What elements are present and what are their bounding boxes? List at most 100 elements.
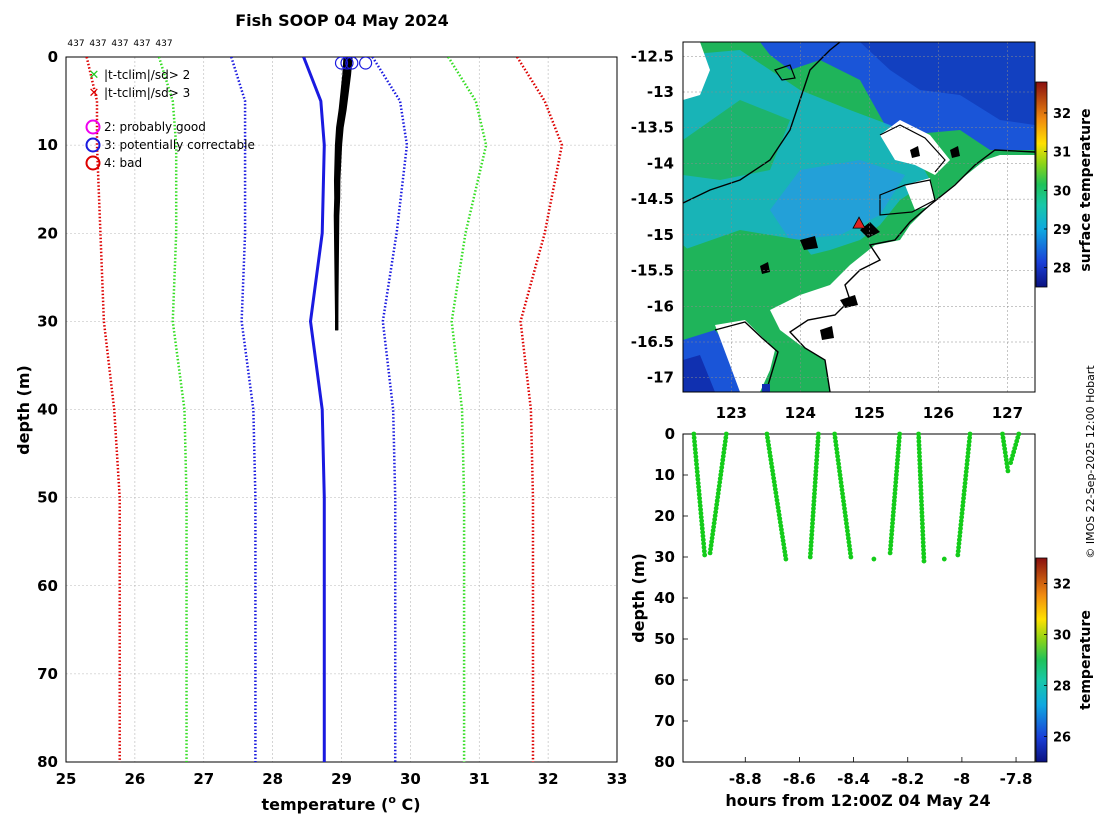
timeseries-point <box>815 442 821 448</box>
timeseries-grid <box>683 433 1017 763</box>
timeseries-point <box>814 457 820 463</box>
timeseries-point <box>709 539 714 545</box>
timeseries-point <box>967 435 973 441</box>
timeseries-point <box>776 512 782 518</box>
timeseries-point <box>813 468 819 474</box>
timeseries-point <box>955 548 961 554</box>
timeseries-point <box>807 554 813 560</box>
timeseries-point <box>889 524 895 530</box>
map-y-ticks: -12.5 -13 -13.5 -14 -14.5 -15 -15.5 -16 -16.5 -17 <box>631 47 674 386</box>
timeseries-point <box>920 532 926 538</box>
timeseries-point <box>964 461 970 467</box>
timeseries-point <box>694 461 699 467</box>
map-y-tick: -14 <box>647 154 674 172</box>
timeseries-point <box>771 479 777 485</box>
timeseries-point <box>894 465 900 470</box>
timeseries-x-tick: -8.2 <box>891 770 924 788</box>
map-y-tick: -16.5 <box>631 333 674 351</box>
map-axes-frame <box>682 41 1036 393</box>
timeseries-point <box>895 450 901 455</box>
timeseries-point <box>1004 464 1010 470</box>
timeseries-point <box>840 491 845 497</box>
timeseries-point <box>847 547 853 552</box>
timeseries-point <box>916 442 922 448</box>
timeseries-point <box>919 513 925 519</box>
timeseries-point <box>693 454 699 460</box>
timeseries-point <box>966 442 972 448</box>
timeseries-point <box>695 473 700 478</box>
profile-panel: 25 26 27 28 29 30 31 32 33 0 10 20 30 40 50 60 70 80 437… <box>14 39 627 814</box>
timeseries-y-tick: 80 <box>654 753 675 771</box>
timeseries-point <box>701 544 707 550</box>
timeseries-point <box>960 507 965 512</box>
timeseries-point <box>772 486 778 492</box>
timeseries-point <box>918 495 924 500</box>
timeseries-point <box>702 552 708 558</box>
timeseries-point <box>920 543 926 549</box>
timeseries-point <box>896 446 901 452</box>
timeseries-point <box>917 468 923 474</box>
legend-marker-3sd: |t-tclim|/sd> 3 <box>104 86 190 100</box>
timeseries-point <box>843 517 849 523</box>
timeseries-point <box>837 468 842 474</box>
timeseries-point <box>700 533 706 539</box>
timeseries-point <box>832 431 838 437</box>
timeseries-point <box>963 469 969 475</box>
map-y-tick: -15 <box>647 226 674 244</box>
timeseries-colorbar-tick-label: 26 <box>1053 731 1071 746</box>
timeseries-point <box>771 475 777 481</box>
timeseries-point <box>714 502 720 507</box>
timeseries-point <box>809 524 815 530</box>
timeseries-point <box>966 439 972 444</box>
timeseries-point <box>713 505 719 511</box>
timeseries-point <box>722 442 728 448</box>
timeseries-point <box>957 529 963 535</box>
timeseries-point <box>777 519 783 525</box>
timeseries-y-tick: 50 <box>654 630 675 648</box>
timeseries-point <box>783 556 789 562</box>
timeseries-point <box>1003 457 1009 463</box>
timeseries-point <box>919 498 924 504</box>
timeseries-point <box>889 531 895 537</box>
timeseries-point <box>707 550 713 556</box>
map-colorbar-tick-label: 31 <box>1053 146 1071 161</box>
legend-marker-2sd-icon: ✕ <box>89 68 100 83</box>
legend-marker-2sd: |t-tclim|/sd> 2 <box>104 68 190 82</box>
map-colorbar <box>1035 81 1048 288</box>
timeseries-point <box>768 461 774 466</box>
timeseries-x-tick: -8.4 <box>837 770 870 788</box>
timeseries-point <box>776 508 782 514</box>
surface-flag-marker <box>334 57 349 70</box>
timeseries-point <box>836 461 841 467</box>
timeseries-point <box>961 488 967 494</box>
map-x-tick: 126 <box>923 404 954 422</box>
timeseries-colorbar-tick-label: 32 <box>1053 578 1071 593</box>
timeseries-colorbar-tick-label: 30 <box>1053 629 1071 644</box>
timeseries-point <box>694 465 700 471</box>
timeseries-y-tick: 60 <box>654 671 675 689</box>
profile-legend: ✕ |t-tclim|/sd> 2 ✕ |t-tclim|/sd> 3 2: p… <box>85 68 255 171</box>
surface-flag-marker <box>340 57 354 70</box>
timeseries-point <box>723 431 729 437</box>
timeseries-point <box>893 472 899 478</box>
profile-y-ticks: 0 10 20 30 40 50 60 70 80 <box>37 48 58 771</box>
timeseries-point <box>959 514 965 520</box>
timeseries-point <box>781 545 787 551</box>
timeseries-point <box>773 490 779 496</box>
timeseries-point <box>713 509 719 515</box>
map-colorbar-label: surface temperature <box>1078 108 1094 271</box>
timeseries-point <box>695 476 701 482</box>
profile-x-ticks: 25 26 27 28 29 30 31 32 33 <box>56 770 628 788</box>
timeseries-point <box>918 491 924 497</box>
profile-x-tick: 28 <box>262 770 283 788</box>
profile-y-tick: 40 <box>37 401 58 419</box>
timeseries-point <box>892 487 898 493</box>
legend-flag-3: 3: potentially correctable <box>104 138 255 152</box>
timeseries-point <box>814 450 820 456</box>
profile-y-tick: 30 <box>37 312 58 330</box>
timeseries-point <box>808 550 813 556</box>
timeseries-point <box>841 502 847 508</box>
profile-y-tick: 0 <box>48 48 58 66</box>
timeseries-point <box>892 494 897 500</box>
